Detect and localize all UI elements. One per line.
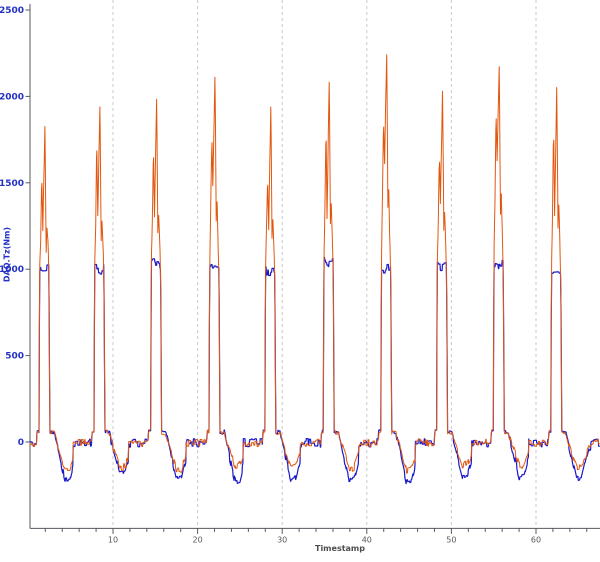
y-tick-label: 500: [5, 352, 24, 362]
y-tick-label: 1000: [0, 265, 24, 275]
y-tick-label: 2500: [0, 6, 24, 16]
y-tick-label: 1500: [0, 179, 24, 189]
x-tick-label: 30: [277, 535, 287, 544]
x-tick-label: 40: [362, 535, 372, 544]
blue-series-trace: [29, 256, 600, 485]
orange-series-trace: [29, 54, 600, 474]
y-tick-label: 0: [18, 438, 24, 448]
x-tick-label: 50: [446, 535, 456, 544]
x-tick-label: 10: [108, 535, 118, 544]
y-axis-title: DAQ.Tz(Nm): [2, 226, 12, 283]
y-tick-label: 2000: [0, 92, 24, 102]
x-tick-label: 20: [193, 535, 203, 544]
x-tick-label: 60: [531, 535, 541, 544]
x-axis-title: Timestamp: [314, 544, 365, 553]
